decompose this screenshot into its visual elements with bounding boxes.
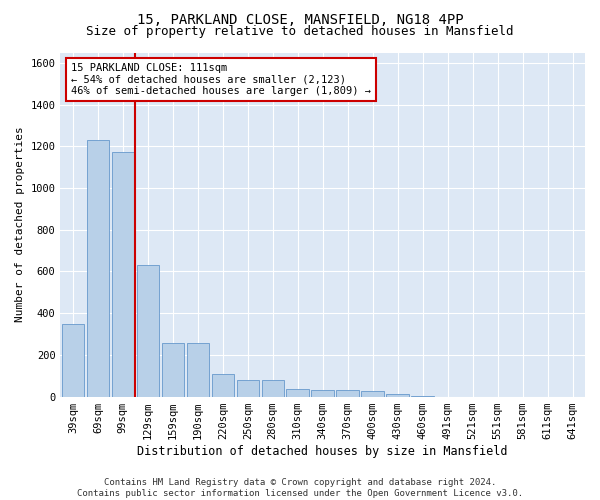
Bar	[262, 380, 284, 396]
Bar	[311, 390, 334, 396]
Bar	[86, 140, 109, 396]
X-axis label: Distribution of detached houses by size in Mansfield: Distribution of detached houses by size …	[137, 444, 508, 458]
Text: Size of property relative to detached houses in Mansfield: Size of property relative to detached ho…	[86, 25, 514, 38]
Text: 15, PARKLAND CLOSE, MANSFIELD, NG18 4PP: 15, PARKLAND CLOSE, MANSFIELD, NG18 4PP	[137, 12, 463, 26]
Bar	[286, 390, 309, 396]
Text: 15 PARKLAND CLOSE: 111sqm
← 54% of detached houses are smaller (2,123)
46% of se: 15 PARKLAND CLOSE: 111sqm ← 54% of detac…	[71, 63, 371, 96]
Bar	[112, 152, 134, 396]
Y-axis label: Number of detached properties: Number of detached properties	[15, 126, 25, 322]
Bar	[361, 392, 384, 396]
Text: Contains HM Land Registry data © Crown copyright and database right 2024.
Contai: Contains HM Land Registry data © Crown c…	[77, 478, 523, 498]
Bar	[187, 344, 209, 396]
Bar	[137, 265, 159, 396]
Bar	[236, 380, 259, 396]
Bar	[62, 324, 84, 396]
Bar	[386, 394, 409, 396]
Bar	[212, 374, 234, 396]
Bar	[337, 390, 359, 396]
Bar	[161, 344, 184, 396]
